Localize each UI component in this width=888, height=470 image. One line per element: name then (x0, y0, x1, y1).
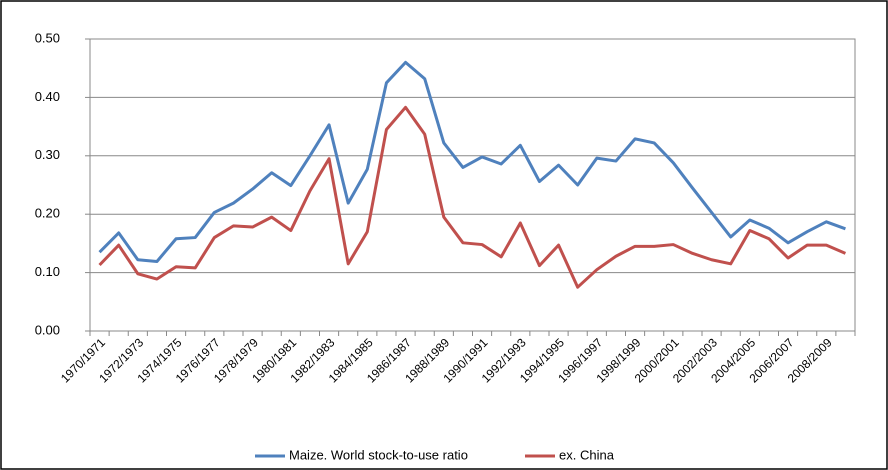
y-tick-label: 0.10 (35, 264, 60, 279)
plot-area (89, 38, 856, 332)
series-line (98, 60, 846, 264)
series-line (98, 105, 847, 289)
y-tick-label: 0.50 (35, 30, 60, 45)
y-tick-label: 0.00 (35, 322, 60, 337)
legend-label: ex. China (559, 447, 615, 462)
y-tick-label: 0.40 (35, 89, 60, 104)
y-tick-label: 0.30 (35, 147, 60, 162)
legend-label: Maize. World stock-to-use ratio (289, 447, 468, 462)
y-tick-label: 0.20 (35, 206, 60, 221)
